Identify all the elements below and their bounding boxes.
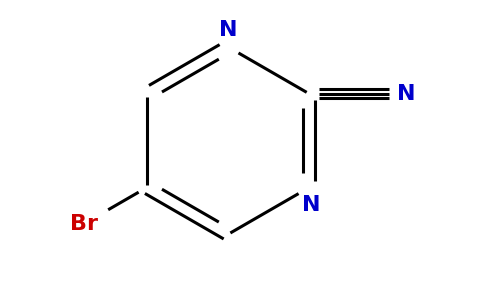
Text: N: N [302, 195, 321, 215]
Text: N: N [397, 84, 416, 104]
Text: N: N [219, 20, 237, 40]
Text: Br: Br [70, 214, 98, 234]
